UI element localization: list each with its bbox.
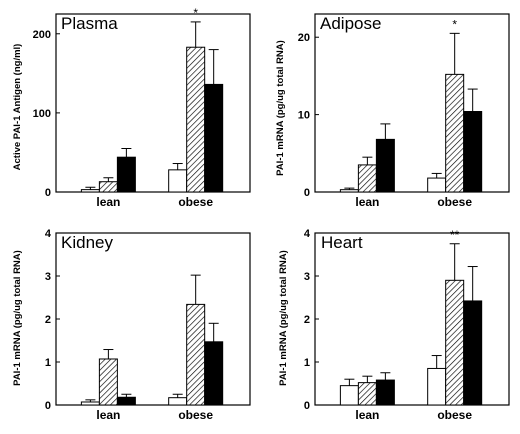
- panel-plasma: Active PAI-1 Antigen (ng/ml) Plasma 0 100…: [12, 6, 251, 209]
- y-tick-label: 1: [304, 357, 310, 369]
- y-tick-label: 4: [45, 228, 52, 240]
- y-axis-label: PAI-1 mRNA (pg/ug total RNA): [275, 40, 286, 176]
- panel-kidney: PAI-1 mRNA (pg/ug total RNA) Kidney 0 1 2 3…: [12, 228, 251, 422]
- bar: [357, 382, 377, 406]
- panel-adipose: PAI-1 mRNA (pg/ug total RNA) Adipose 0 10…: [275, 13, 510, 209]
- y-tick-label: 200: [33, 29, 51, 41]
- category-label: obese: [437, 408, 472, 422]
- panel-heart: PAI-1 mRNA (pg/ug total RNA) Heart 0 1 2 3 4…: [278, 228, 510, 422]
- bar: [427, 367, 447, 406]
- y-tick-label: 100: [33, 108, 51, 120]
- bar: [445, 73, 465, 193]
- y-tick-label: 0: [304, 187, 310, 199]
- significance-marker: *: [452, 17, 457, 31]
- y-tick-label: 3: [304, 271, 310, 283]
- y-tick-label: 1: [45, 357, 51, 369]
- bar: [80, 401, 100, 406]
- bar: [204, 83, 224, 193]
- y-tick-label: 2: [304, 314, 310, 326]
- category-label: obese: [437, 195, 472, 209]
- y-tick-label: 20: [298, 32, 310, 44]
- bar: [427, 177, 447, 193]
- bar: [339, 385, 359, 406]
- bar: [375, 379, 395, 406]
- plot-frame: [314, 13, 510, 193]
- category-label: lean: [96, 408, 120, 422]
- bar: [463, 111, 483, 193]
- bar: [98, 181, 118, 193]
- bar: [357, 164, 377, 193]
- bar: [186, 303, 206, 406]
- bar: [375, 138, 395, 193]
- plot-frame: [55, 13, 251, 193]
- panel-title: Heart: [321, 233, 363, 252]
- y-tick-label: 4: [304, 228, 311, 240]
- category-label: lean: [96, 195, 120, 209]
- significance-marker: **: [450, 228, 460, 242]
- bar: [463, 300, 483, 406]
- y-tick-label: 2: [45, 314, 51, 326]
- y-tick-label: 3: [45, 271, 51, 283]
- bar: [445, 279, 465, 406]
- category-label: lean: [355, 408, 379, 422]
- y-tick-label: 10: [298, 110, 310, 122]
- bar: [116, 156, 136, 193]
- bar: [186, 46, 206, 193]
- panel-title: Adipose: [320, 14, 381, 33]
- category-label: lean: [355, 195, 379, 209]
- y-axis-label: Active PAI-1 Antigen (ng/ml): [12, 44, 23, 171]
- y-tick-label: 0: [45, 400, 51, 412]
- bar: [98, 358, 118, 406]
- panel-title: Plasma: [61, 14, 118, 33]
- y-axis-label: PAI-1 mRNA (pg/ug total RNA): [278, 250, 289, 386]
- category-label: obese: [178, 195, 213, 209]
- category-label: obese: [178, 408, 213, 422]
- bar: [168, 169, 188, 193]
- bar: [204, 341, 224, 406]
- y-tick-label: 0: [45, 187, 51, 199]
- y-tick-label: 0: [304, 400, 310, 412]
- panel-title: Kidney: [61, 233, 113, 252]
- significance-marker: *: [193, 6, 198, 20]
- bar: [339, 189, 359, 193]
- bar: [80, 189, 100, 193]
- y-axis-label: PAI-1 mRNA (pg/ug total RNA): [12, 250, 23, 386]
- bar: [168, 397, 188, 406]
- bar: [116, 396, 136, 406]
